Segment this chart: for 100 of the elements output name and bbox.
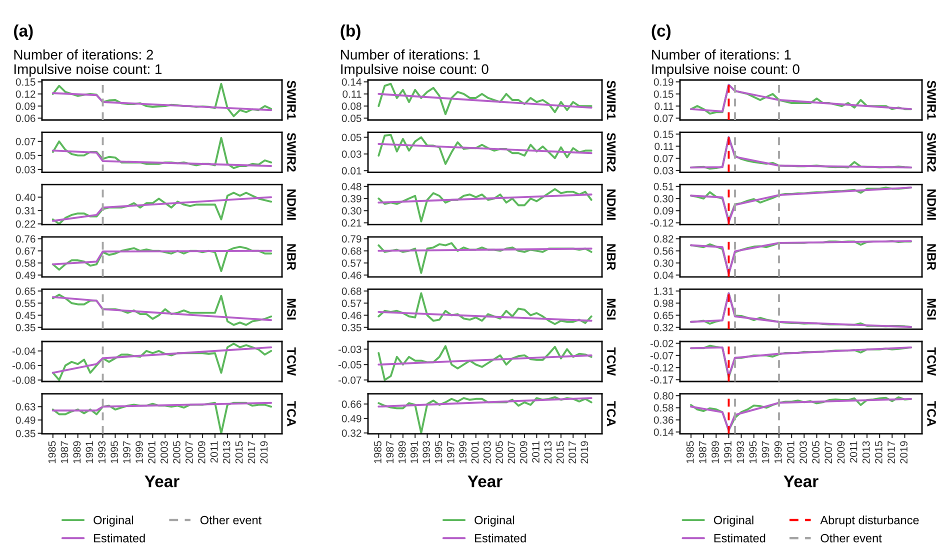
y-axis-title: TCW — [927, 347, 936, 376]
x-tick-label: 2015 — [235, 441, 243, 464]
x-tick-label: 1997 — [123, 441, 131, 464]
x-tick-label: 1993 — [98, 441, 106, 464]
x-tick-label: 2019 — [260, 441, 268, 464]
x-tick-label: 1991 — [724, 441, 732, 464]
y-tick-label: 0.07 — [16, 138, 36, 146]
y-tick-label: 0.30 — [654, 195, 674, 202]
x-tick-label: 1987 — [698, 441, 706, 464]
legend-label: Other event — [820, 534, 882, 542]
y-tick-label: 0.35 — [342, 324, 362, 332]
x-tick-label: 2011 — [210, 441, 218, 463]
y-tick-label: 0.65 — [654, 312, 674, 320]
x-tick-label: 2005 — [812, 441, 820, 464]
y-axis-title: TCA — [606, 401, 616, 426]
y-tick-label: 0.58 — [654, 404, 674, 412]
y-axis-title: TCW — [606, 347, 616, 376]
x-tick-label: 1997 — [446, 441, 454, 464]
x-tick-label: 2007 — [185, 441, 193, 464]
y-tick-label: 0.07 — [654, 114, 674, 122]
legend-label: Original — [474, 516, 514, 527]
y-tick-label: 0.76 — [16, 235, 36, 243]
legend-label: Original — [714, 516, 754, 527]
y-tick-label: -0.05 — [338, 361, 362, 368]
y-tick-label: 0.21 — [342, 219, 362, 227]
chart-title: (c) — [652, 24, 670, 40]
x-tick-label: 1991 — [410, 441, 418, 464]
y-axis-title: SWIR2 — [287, 132, 296, 172]
x-tick-label: 2011 — [532, 441, 540, 463]
y-tick-label: 0.82 — [654, 235, 674, 243]
y-tick-label: 0.49 — [16, 272, 36, 279]
y-tick-label: 0.79 — [342, 235, 362, 243]
y-axis-title: NDMI — [927, 189, 936, 220]
y-axis-title: MSI — [287, 298, 296, 320]
x-tick-label: 2013 — [222, 441, 230, 464]
y-tick-label: 0.31 — [16, 207, 36, 214]
y-tick-label: 0.58 — [16, 259, 36, 267]
x-tick-label: 1995 — [749, 441, 757, 464]
y-tick-label: 0.06 — [16, 114, 36, 122]
x-tick-label: 2005 — [173, 441, 180, 464]
x-tick-label: 2009 — [837, 441, 845, 464]
y-tick-label: 0.32 — [342, 429, 362, 437]
y-axis-title: TCW — [287, 347, 296, 376]
x-tick-label: 1997 — [762, 441, 770, 464]
y-tick-label: -0.03 — [338, 346, 362, 354]
x-tick-label: 1985 — [374, 441, 382, 464]
x-tick-label: 2013 — [862, 441, 870, 464]
y-tick-label: 0.66 — [342, 400, 362, 408]
y-tick-label: 0.04 — [654, 272, 674, 279]
chart-title: (a) — [14, 24, 33, 40]
y-tick-label: 0.03 — [342, 150, 362, 158]
y-axis-title: MSI — [606, 298, 616, 320]
y-tick-label: 0.49 — [16, 416, 36, 424]
x-tick-label: 2017 — [888, 441, 895, 464]
y-tick-label: 0.03 — [654, 166, 674, 174]
x-tick-label: 2001 — [786, 441, 794, 464]
y-tick-label: 0.15 — [654, 90, 674, 98]
chart-title: (b) — [340, 24, 360, 40]
y-axis-title: SWIR1 — [287, 80, 296, 120]
y-tick-label: 0.15 — [654, 130, 674, 138]
x-axis-title: Year — [144, 476, 180, 488]
y-tick-label: -0.04 — [12, 347, 36, 355]
y-tick-label: -0.08 — [12, 376, 36, 384]
y-tick-label: 0.63 — [16, 403, 36, 411]
y-tick-label: 0.01 — [342, 167, 362, 175]
x-axis-title: Year — [784, 476, 818, 488]
y-tick-label: 0.05 — [16, 152, 36, 160]
y-tick-label: 0.68 — [342, 247, 362, 255]
y-tick-label: 0.05 — [342, 114, 362, 122]
y-tick-label: 0.09 — [654, 207, 674, 215]
y-tick-label: 0.30 — [654, 259, 674, 267]
y-tick-label: 0.57 — [342, 259, 362, 267]
x-tick-label: 1985 — [48, 441, 56, 464]
y-tick-label: 0.80 — [654, 392, 674, 400]
legend-label: Estimated — [475, 534, 526, 542]
y-axis-title: NBR — [927, 244, 936, 270]
x-tick-label: 1999 — [459, 441, 467, 464]
y-tick-label: 0.08 — [342, 102, 362, 110]
legend-label: Other event — [200, 516, 262, 524]
y-tick-label: 0.11 — [654, 102, 674, 110]
x-tick-label: 2015 — [556, 441, 564, 464]
chart-subtitle: Number of iterations: 2 Impulsive noise count: 1 — [14, 49, 162, 77]
y-tick-label: 0.49 — [342, 414, 362, 422]
y-tick-label: -0.17 — [650, 376, 674, 384]
y-axis-title: SWIR2 — [606, 132, 616, 172]
chart-subtitle: Number of iterations: 1 Impulsive noise count: 0 — [652, 49, 800, 77]
y-tick-label: 0.03 — [16, 166, 36, 174]
y-tick-label: 0.35 — [16, 324, 36, 332]
y-tick-label: -0.12 — [650, 364, 674, 372]
y-axis-title: NBR — [287, 244, 296, 270]
y-tick-label: 0.19 — [654, 78, 674, 86]
y-tick-label: -0.06 — [12, 362, 36, 370]
x-tick-label: 1993 — [736, 441, 744, 464]
y-axis-title: SWIR2 — [927, 132, 936, 172]
x-tick-label: 2003 — [483, 441, 491, 464]
legend-label: Abrupt disturbance — [820, 516, 919, 527]
y-tick-label: 0.57 — [342, 300, 362, 308]
x-tick-label: 2007 — [824, 441, 832, 464]
y-tick-label: -0.02 — [650, 340, 674, 348]
y-tick-label: -0.07 — [650, 352, 674, 360]
